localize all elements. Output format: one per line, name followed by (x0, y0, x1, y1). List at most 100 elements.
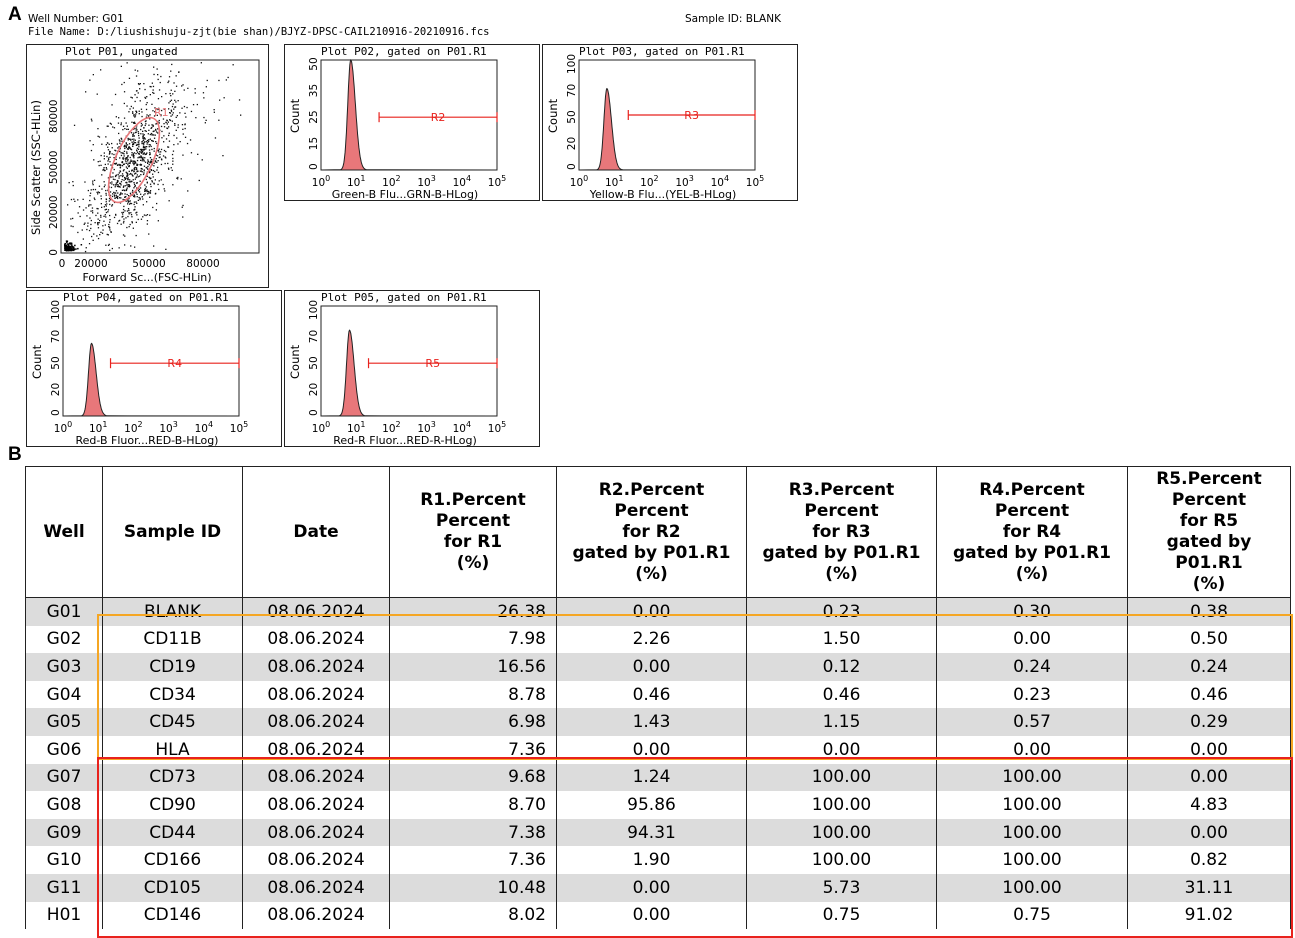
ytick-p02-4: 50 (308, 57, 320, 70)
gate-r3-label: R3 (684, 109, 699, 122)
cell-r2: 0.00 (556, 653, 747, 681)
cell-r5: 0.46 (1127, 680, 1291, 709)
cell-r4: 100.00 (936, 873, 1128, 902)
cell-r5: 31.11 (1127, 873, 1291, 902)
xtick-p03-3: 103 (675, 174, 693, 189)
table-row: G04 CD34 08.06.2024 8.78 0.46 0.46 0.23 0.46 (25, 680, 1291, 709)
cell-r4: 0.57 (936, 708, 1128, 736)
plot-p03-title: Plot P03, gated on P01.R1 (579, 45, 745, 58)
cell-date: 08.06.2024 (242, 680, 390, 709)
cell-r1: 9.68 (389, 763, 557, 792)
header-r2-percent: R2.Percent Percent for R2 gated by P01.R1 (%… (556, 466, 747, 598)
xtick-p05-0: 100 (312, 420, 330, 435)
xtick-p05-3: 103 (417, 420, 435, 435)
cell-r3: 0.00 (746, 735, 937, 764)
cell-r1: 7.38 (389, 818, 557, 847)
cell-r5: 91.02 (1127, 901, 1291, 930)
plot-p05-title: Plot P05, gated on P01.R1 (321, 291, 487, 304)
p01-ytick-1: 20000 (48, 196, 60, 229)
cell-r2: 1.90 (556, 846, 747, 874)
header-r3-percent: R3.Percent Percent for R3 gated by P01.R1 (%… (746, 466, 937, 598)
ytick-p02-3: 35 (308, 84, 320, 97)
xtick-p03-4: 104 (711, 174, 729, 189)
table-row: G11 CD105 08.06.2024 10.48 0.00 5.73 100.00 31.… (25, 873, 1291, 902)
gate-r5-label: R5 (425, 357, 440, 370)
cell-sample-id: CD166 (102, 846, 243, 874)
histogram-peak-p03 (578, 87, 756, 171)
plot-p03-canvas: R3 Count 0 20 50 70 100 100 101 102 103 104 105 Yello… (546, 54, 764, 201)
header-line: (%) (825, 563, 858, 584)
header-r4-percent: R4.Percent Percent for R4 gated by P01.R1 (%… (936, 466, 1128, 598)
header-line: Percent (994, 500, 1070, 521)
plot-p01-frame (60, 59, 260, 254)
xtick-p02-0: 100 (312, 174, 330, 189)
header-line: (%) (635, 563, 668, 584)
p01-ytick-2: 50000 (48, 151, 60, 184)
p01-xtick-0: 0 (59, 258, 66, 270)
cell-r2: 0.46 (556, 680, 747, 709)
ytick-p05-0: 0 (308, 409, 320, 416)
cell-sample-id: HLA (102, 735, 243, 764)
cell-r3: 100.00 (746, 818, 937, 847)
table-row: H01 CD146 08.06.2024 8.02 0.00 0.75 0.75 91.02 (25, 901, 1291, 930)
cell-well: G05 (25, 708, 103, 736)
xtick-p05-4: 104 (453, 420, 471, 435)
plot-p04-title: Plot P04, gated on P01.R1 (63, 291, 229, 304)
cell-r3: 0.23 (746, 597, 937, 626)
histogram-peak-p04 (62, 342, 240, 417)
cell-r1: 8.70 (389, 791, 557, 819)
header-line: gated by P01.R1 (1166, 532, 1252, 573)
header-line: for R5 (1179, 511, 1239, 531)
histogram-peak-p05 (320, 329, 498, 417)
plot-p02-ylabel: Count (288, 98, 302, 133)
cell-well: G09 (25, 818, 103, 847)
table-row: G02 CD11B 08.06.2024 7.98 2.26 1.50 0.00 0.50 (25, 625, 1291, 654)
header-r1-percent: R1.Percent Percent for R1 (%) (389, 466, 557, 598)
table-row: G07 CD73 08.06.2024 9.68 1.24 100.00 100.00 0.0… (25, 763, 1291, 792)
plot-p03-ylabel: Count (546, 98, 560, 133)
cell-r1: 6.98 (389, 708, 557, 736)
xtick-p03-2: 102 (640, 174, 658, 189)
header-well: Well (25, 466, 103, 598)
cell-date: 08.06.2024 (242, 708, 390, 736)
header-line: Percent (1171, 490, 1247, 510)
header-line: for R1 (443, 532, 503, 552)
plot-p01-canvas: R1 Side Scatter (SSC-HLin) 0 20000 50000… (29, 59, 260, 284)
header-line: gated by P01.R1 (952, 542, 1112, 563)
cell-r2: 0.00 (556, 873, 747, 902)
xtick-p02-5: 105 (488, 174, 506, 189)
cell-r3: 5.73 (746, 873, 937, 902)
header-line: R1.Percent (420, 490, 526, 510)
cell-date: 08.06.2024 (242, 653, 390, 681)
header-line: gated by P01.R1 (762, 542, 921, 563)
cell-well: H01 (25, 901, 103, 930)
cell-r2: 1.43 (556, 708, 747, 736)
cell-r2: 0.00 (556, 597, 747, 626)
cell-r4: 0.24 (936, 653, 1128, 681)
gate-r1-label: R1 (154, 106, 169, 119)
cell-r4: 100.00 (936, 791, 1128, 819)
plot-p03-xlabel: Yellow-B Flu...(YEL-B-HLog) (589, 188, 737, 201)
p01-ytick-0: 0 (48, 249, 60, 256)
plot-p03: Plot P03, gated on P01.R1 R3 Count 0 20 50 70 1… (542, 44, 798, 201)
ytick-p02-1: 15 (308, 137, 320, 150)
plot-p04-xlabel: Red-B Fluor...RED-B-HLog) (76, 434, 219, 447)
ytick-p03-0: 0 (566, 163, 578, 170)
plot-p05: Plot P05, gated on P01.R1 R5 Count 0 20 50 70 1… (284, 290, 540, 447)
plot-p01-ylabel: Side Scatter (SSC-HLin) (29, 100, 43, 235)
cell-well: G04 (25, 680, 103, 709)
plot-p02: Plot P02, gated on P01.R1 R2 Count 0 15 25 35 5… (284, 44, 540, 201)
cell-well: G03 (25, 653, 103, 681)
ytick-p02-0: 0 (308, 163, 320, 170)
plot-p02-canvas: R2 Count 0 15 25 35 50 100 101 102 103 104 105 Green-… (288, 57, 506, 200)
header-line: (%) (456, 553, 490, 573)
p01-xtick-3: 80000 (186, 258, 219, 270)
plot-p04-canvas: R4 Count 0 20 50 70 100 100 101 102 103 104 105 Red-B… (30, 300, 248, 447)
cell-r3: 0.46 (746, 680, 937, 709)
header-r5-percent: R5.Percent Percent for R5 gated by P01.R1 (%… (1127, 466, 1291, 598)
cell-r2: 0.00 (556, 901, 747, 930)
cell-r1: 26.38 (389, 597, 557, 626)
ytick-p05-3: 70 (308, 330, 320, 343)
xtick-p02-3: 103 (417, 174, 435, 189)
cell-r5: 0.24 (1127, 653, 1291, 681)
